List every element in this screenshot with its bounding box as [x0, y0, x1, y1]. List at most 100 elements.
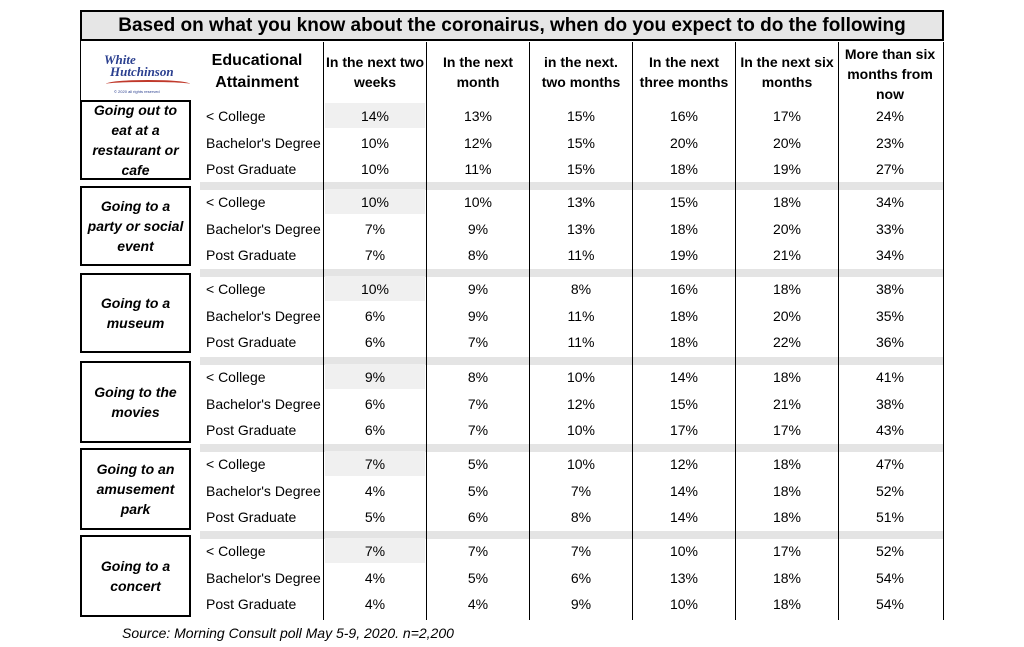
- value-cell: 7%: [467, 422, 489, 438]
- value-cell: 34%: [875, 194, 905, 210]
- value-cell: 10%: [360, 134, 390, 151]
- value-cell: 13%: [566, 194, 596, 210]
- value-cell: 14%: [669, 509, 699, 525]
- value-cell: 5%: [364, 509, 386, 525]
- value-cell: 16%: [669, 281, 699, 297]
- group-separator: [200, 269, 944, 277]
- column-divider: [735, 42, 736, 620]
- value-cell: 8%: [467, 369, 489, 385]
- column-divider: [426, 42, 427, 620]
- column-divider: [838, 42, 839, 620]
- group-separator: [200, 357, 944, 365]
- value-cell: 52%: [875, 543, 905, 559]
- value-cell: 35%: [875, 307, 905, 324]
- table-right-border: [943, 42, 944, 620]
- value-cell: 15%: [669, 194, 699, 210]
- value-cell: 12%: [566, 395, 596, 412]
- table-title-text: Based on what you know about the coronai…: [118, 14, 906, 36]
- value-cell: 8%: [570, 281, 592, 297]
- value-cell: 22%: [772, 334, 802, 350]
- value-cell: 18%: [669, 334, 699, 350]
- value-cell: 18%: [772, 194, 802, 210]
- value-cell: 19%: [669, 247, 699, 263]
- value-cell: 6%: [364, 334, 386, 350]
- logo-swoosh-icon: [106, 80, 190, 88]
- value-cell: 20%: [669, 134, 699, 151]
- value-cell: 41%: [875, 369, 905, 385]
- value-cell: 54%: [875, 569, 905, 586]
- activity-label-box: Going out to eat at a restaurant or cafe: [80, 100, 191, 180]
- value-cell: 7%: [467, 543, 489, 559]
- value-cell: 9%: [364, 369, 386, 385]
- value-cell: 24%: [875, 108, 905, 124]
- value-cell: 8%: [570, 509, 592, 525]
- value-cell: 38%: [875, 395, 905, 412]
- value-cell: 54%: [875, 596, 905, 612]
- value-cell: 17%: [772, 422, 802, 438]
- value-cell: 4%: [364, 569, 386, 586]
- value-cell: 12%: [669, 456, 699, 472]
- value-cell: 11%: [567, 334, 595, 350]
- value-cell: 6%: [364, 395, 386, 412]
- value-cell: 18%: [772, 482, 802, 499]
- value-cell: 7%: [364, 247, 386, 263]
- education-level: < College: [206, 456, 266, 472]
- value-cell: 15%: [566, 108, 596, 124]
- value-cell: 36%: [875, 334, 905, 350]
- education-level: Bachelor's Degree: [206, 307, 321, 324]
- value-cell: 7%: [364, 543, 386, 559]
- value-cell: 17%: [669, 422, 699, 438]
- value-cell: 7%: [467, 395, 489, 412]
- education-level: < College: [206, 281, 266, 297]
- highlight-cell: [325, 538, 425, 563]
- education-level: < College: [206, 543, 266, 559]
- value-cell: 7%: [570, 482, 592, 499]
- activity-label-box: Going to an amusement park: [80, 448, 191, 530]
- value-cell: 18%: [772, 456, 802, 472]
- activity-label: Going to a museum: [100, 295, 171, 331]
- value-cell: 18%: [772, 596, 802, 612]
- activity-label-box: Going to a concert: [80, 535, 191, 617]
- highlight-cell: [325, 189, 425, 214]
- value-cell: 15%: [566, 161, 596, 177]
- activity-label: Going to the movies: [94, 384, 177, 420]
- value-cell: 21%: [772, 247, 802, 263]
- activity-label: Going to a party or social event: [87, 198, 184, 254]
- value-cell: 10%: [566, 456, 596, 472]
- activity-label-box: Going to the movies: [80, 361, 191, 443]
- activity-label: Going to a concert: [100, 558, 171, 594]
- value-cell: 11%: [567, 307, 595, 324]
- highlight-cell: [325, 276, 425, 301]
- value-cell: 19%: [772, 161, 802, 177]
- value-cell: 18%: [772, 509, 802, 525]
- header-left-border: [80, 41, 81, 101]
- column-divider: [632, 42, 633, 620]
- value-cell: 12%: [463, 134, 493, 151]
- value-cell: 13%: [566, 220, 596, 237]
- education-level: Post Graduate: [206, 422, 297, 438]
- education-level: Bachelor's Degree: [206, 569, 321, 586]
- column-header: In the next two weeks: [326, 54, 424, 90]
- group-separator: [200, 531, 944, 539]
- value-cell: 7%: [364, 220, 386, 237]
- value-cell: 18%: [669, 220, 699, 237]
- value-cell: 6%: [364, 307, 386, 324]
- activity-label: Going to an amusement park: [96, 461, 175, 517]
- value-cell: 27%: [875, 161, 905, 177]
- value-cell: 10%: [669, 543, 699, 559]
- table-title: Based on what you know about the coronai…: [80, 10, 944, 41]
- logo-line-1: White: [104, 52, 136, 67]
- value-cell: 51%: [875, 509, 905, 525]
- column-header: in the next. two months: [541, 54, 621, 90]
- value-cell: 10%: [566, 369, 596, 385]
- value-cell: 4%: [364, 596, 386, 612]
- value-cell: 10%: [360, 281, 390, 297]
- value-cell: 5%: [467, 482, 489, 499]
- logo-line-2: Hutchinson: [110, 64, 174, 79]
- value-cell: 43%: [875, 422, 905, 438]
- value-cell: 18%: [772, 369, 802, 385]
- value-cell: 20%: [772, 134, 802, 151]
- value-cell: 21%: [772, 395, 802, 412]
- group-separator: [200, 182, 944, 190]
